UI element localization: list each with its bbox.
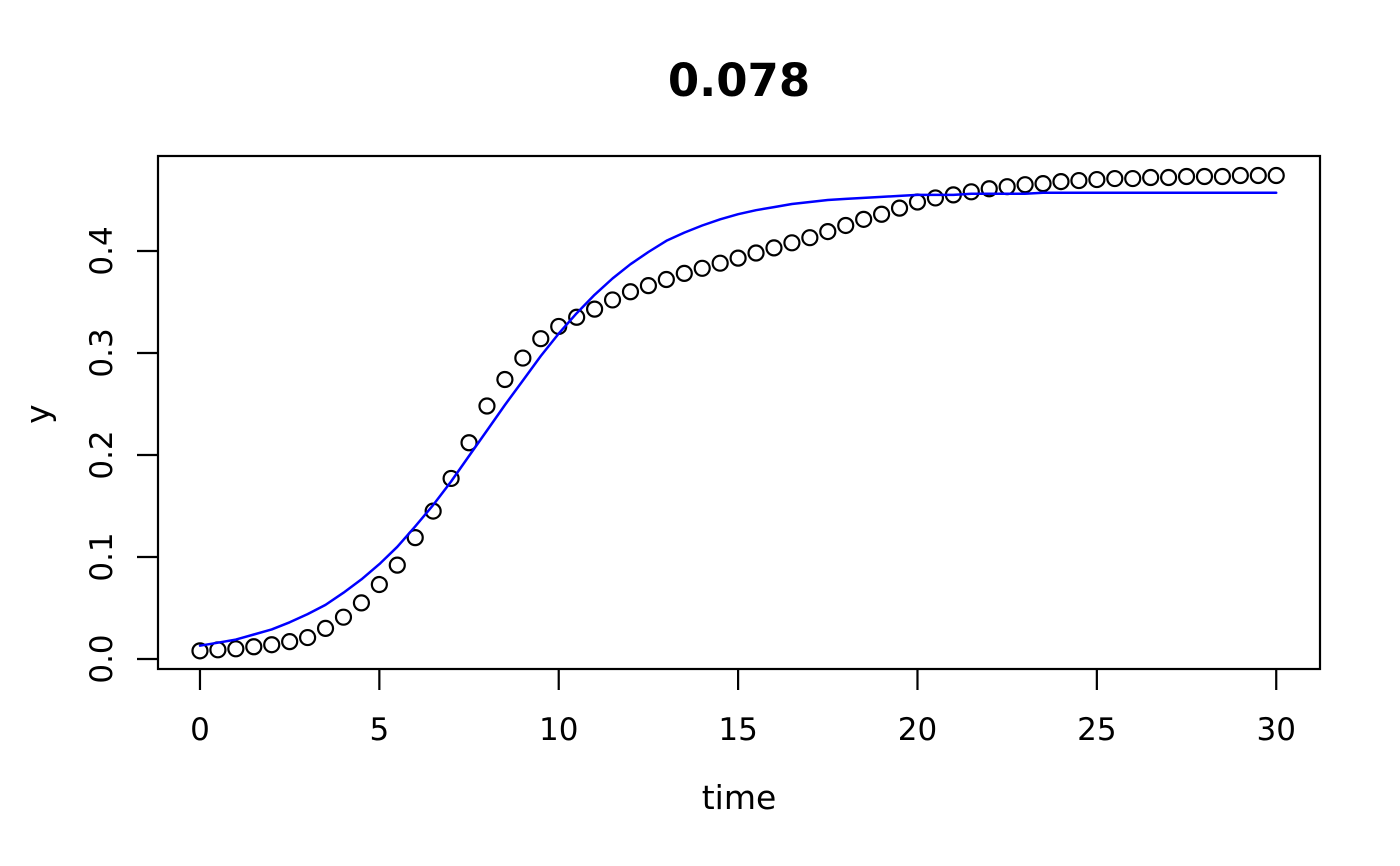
data-point [908, 193, 927, 211]
x-tick-label: 0 [190, 712, 210, 748]
x-tick-label: 25 [1077, 712, 1116, 748]
data-point [496, 370, 514, 389]
data-point [370, 575, 388, 594]
y-tick-label: 0.0 [84, 634, 120, 683]
x-tick-label: 5 [369, 712, 389, 748]
data-point [406, 529, 424, 547]
plot-box [156, 154, 1322, 671]
x-axis-label: time [701, 778, 777, 817]
data-point [693, 259, 711, 277]
data-point [998, 178, 1016, 196]
data-point [281, 633, 299, 651]
data-point [1177, 167, 1196, 186]
y-axis-label: y [17, 404, 57, 424]
plot-title: 0.078 [667, 54, 811, 107]
data-point [478, 397, 496, 415]
data-point [442, 469, 460, 488]
data-point [191, 642, 209, 660]
data-point [263, 636, 281, 654]
data-point [1160, 168, 1178, 187]
data-point [675, 264, 693, 283]
data-point [586, 300, 604, 318]
data-point [873, 205, 891, 223]
data-point [1034, 175, 1052, 193]
data-point [532, 330, 550, 348]
data-point [890, 199, 909, 217]
data-point [657, 270, 675, 289]
data-point [1052, 173, 1070, 191]
fit-line [198, 191, 1278, 647]
data-point [603, 291, 622, 309]
data-point [1106, 169, 1124, 188]
x-tick-label: 10 [539, 712, 578, 748]
data-point [837, 216, 855, 235]
data-point [1070, 171, 1088, 190]
data-point [1213, 167, 1232, 186]
data-point [316, 619, 335, 638]
data-point [639, 277, 658, 295]
data-point [729, 249, 747, 267]
data-point [227, 640, 245, 658]
data-point [819, 222, 837, 241]
data-point [334, 608, 353, 626]
x-tick-label: 20 [898, 712, 937, 748]
x-tick-label: 15 [718, 712, 757, 748]
data-point [962, 183, 980, 201]
data-point [1267, 166, 1285, 185]
data-point [783, 234, 801, 252]
y-tick-label: 0.3 [84, 328, 120, 377]
data-point [352, 594, 371, 612]
data-point [1124, 169, 1142, 188]
data-point [514, 349, 532, 367]
y-tick-label: 0.1 [84, 532, 120, 581]
y-tick-label: 0.4 [84, 226, 120, 275]
data-point [1195, 167, 1214, 186]
data-point [801, 229, 819, 247]
x-tick-label: 30 [1257, 712, 1296, 748]
data-point [855, 210, 873, 228]
data-point [1016, 176, 1034, 194]
data-point [460, 434, 478, 452]
data-point [926, 189, 945, 207]
data-point [388, 556, 406, 574]
data-point [747, 244, 765, 262]
data-point [980, 180, 998, 198]
data-point [245, 638, 263, 656]
y-tick-label: 0.2 [84, 430, 120, 479]
data-point [298, 628, 317, 647]
data-point [1088, 170, 1106, 189]
data-point [1249, 166, 1267, 185]
data-point [568, 308, 586, 326]
data-point [1142, 168, 1160, 187]
data-point [1231, 166, 1249, 185]
data-point [765, 239, 783, 257]
data-point [711, 254, 729, 272]
data-point [621, 283, 640, 301]
